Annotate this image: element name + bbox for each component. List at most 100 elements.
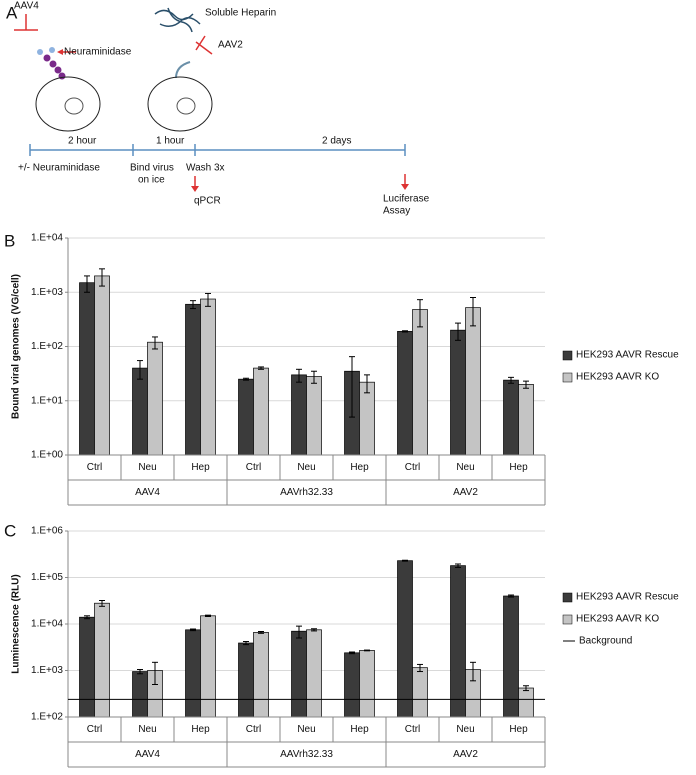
y-tick-label: 1.E+02: [31, 712, 63, 723]
panel-label: B: [4, 231, 15, 250]
cell: [35, 76, 101, 132]
x-tick-label: Hep: [509, 462, 528, 473]
group-label: AAV2: [453, 487, 478, 498]
glycan: [37, 47, 66, 80]
y-tick-label: 1.E+03: [31, 287, 63, 298]
legend-swatch: [562, 372, 573, 383]
panel-a-diagram: A AAV4 Neuraminidase Soluble Heparin AAV…: [6, 1, 430, 217]
group-label: AAV2: [453, 749, 478, 760]
legend-swatch: [562, 614, 573, 625]
legend-label: HEK293 AAVR KO: [576, 614, 659, 625]
inhibit-line: [195, 41, 213, 55]
y-axis-label: Luminescence (RLU): [11, 574, 22, 673]
bar: [79, 282, 95, 456]
group-label: AAV4: [135, 749, 160, 760]
bar: [253, 632, 269, 718]
bar: [132, 671, 148, 718]
x-tick-label: Ctrl: [405, 462, 421, 473]
legend-swatch: [562, 350, 573, 361]
readout: Assay: [383, 206, 410, 217]
y-tick-label: 1.E+01: [31, 395, 63, 406]
y-axis-label: Bound viral genomes (VG/cell): [11, 274, 22, 419]
bar: [291, 630, 307, 718]
bar: [450, 329, 466, 456]
bar: [518, 687, 534, 718]
bar: [185, 629, 201, 718]
bar: [344, 652, 360, 718]
panel-label: C: [4, 521, 16, 540]
y-tick-label: 1.E+04: [31, 233, 63, 244]
x-tick-label: Neu: [297, 724, 315, 735]
arrowhead: [191, 186, 199, 192]
y-tick-label: 1.E+02: [31, 341, 63, 352]
readout: Luciferase: [383, 194, 430, 205]
x-tick-label: Hep: [191, 462, 210, 473]
bar: [253, 367, 269, 456]
legend-label: Background: [579, 636, 632, 647]
step-label: Wash 3x: [186, 163, 225, 174]
legend-label: HEK293 AAVR KO: [576, 372, 659, 383]
arrowhead: [401, 184, 409, 190]
cell: [147, 76, 213, 132]
heparin: [154, 7, 201, 33]
bar: [306, 629, 322, 718]
bar: [306, 376, 322, 456]
legend-swatch: [562, 592, 573, 603]
x-tick-label: Hep: [191, 724, 210, 735]
nucleus: [64, 97, 84, 115]
y-tick-label: 1.E+04: [31, 619, 63, 630]
receptor: [175, 61, 191, 79]
bar: [465, 307, 481, 456]
bar: [132, 367, 148, 456]
step-label: +/- Neuraminidase: [18, 163, 100, 174]
legend-label: HEK293 AAVR Rescue: [576, 592, 679, 603]
x-tick-label: Hep: [350, 724, 369, 735]
diagram-label: AAV4: [14, 1, 39, 12]
group-label: AAVrh32.33: [280, 749, 333, 760]
bar: [397, 560, 413, 718]
bar: [94, 602, 110, 718]
bar: [412, 667, 428, 718]
step-label: on ice: [138, 175, 165, 186]
legend-label: HEK293 AAVR Rescue: [576, 350, 679, 361]
x-tick-label: Neu: [138, 724, 156, 735]
x-tick-label: Neu: [138, 462, 156, 473]
step-label: Bind virus: [130, 163, 174, 174]
bar: [147, 341, 163, 456]
duration: 2 days: [322, 136, 351, 147]
bar: [79, 616, 95, 718]
bar: [291, 374, 307, 456]
diagram-label: Soluble Heparin: [205, 8, 276, 19]
x-tick-label: Hep: [509, 724, 528, 735]
duration: 1 hour: [156, 136, 185, 147]
bar: [94, 275, 110, 456]
bar: [200, 615, 216, 718]
x-tick-label: Neu: [456, 462, 474, 473]
bar: [359, 650, 375, 718]
bar: [238, 378, 254, 456]
x-tick-label: Hep: [350, 462, 369, 473]
y-tick-label: 1.E+00: [31, 450, 63, 461]
group-label: AAV4: [135, 487, 160, 498]
x-tick-label: Neu: [297, 462, 315, 473]
bar: [450, 565, 466, 718]
bar: [185, 303, 201, 456]
bar: [397, 331, 413, 456]
x-tick-label: Ctrl: [87, 724, 103, 735]
y-tick-label: 1.E+06: [31, 526, 63, 537]
y-tick-label: 1.E+03: [31, 665, 63, 676]
bar: [412, 309, 428, 456]
x-tick-label: Neu: [456, 724, 474, 735]
panel-label: A: [6, 3, 18, 22]
x-tick-label: Ctrl: [246, 724, 262, 735]
timeline: [29, 144, 406, 156]
x-tick-label: Ctrl: [87, 462, 103, 473]
diagram-label: AAV2: [218, 40, 243, 51]
bar: [518, 384, 534, 456]
x-tick-label: Ctrl: [246, 462, 262, 473]
inhibit-bar: [195, 35, 206, 51]
arrowhead: [57, 49, 63, 55]
bar: [503, 379, 519, 456]
y-tick-label: 1.E+05: [31, 572, 63, 583]
